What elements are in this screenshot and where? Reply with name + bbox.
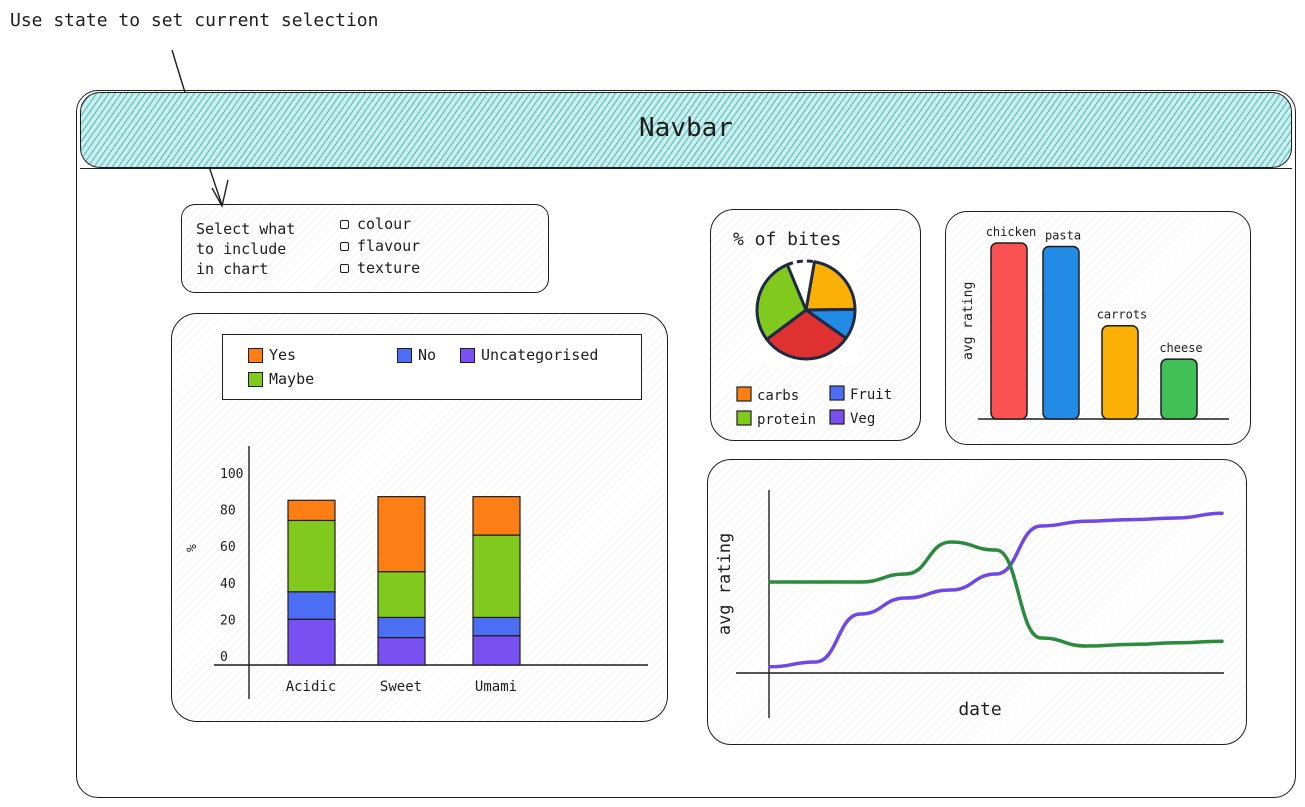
pie-legend-label-protein: protein <box>757 412 816 428</box>
stack-segment-maybe-sweet <box>377 571 426 619</box>
legend-item-no: No <box>397 346 436 364</box>
stack-segment-no-acidic <box>287 591 336 620</box>
bar-label-pasta: pasta <box>1045 229 1081 243</box>
pie-legend-swatch-protein <box>736 410 752 426</box>
line-series-green <box>768 540 1224 648</box>
selector-prompt-line-1: Select what <box>196 220 296 238</box>
option-colour[interactable]: colour <box>340 215 411 233</box>
legend-label-no: No <box>418 346 437 364</box>
pie-chart-panel: % of bites carbs Fruit protein Veg <box>710 209 921 441</box>
legend-label-maybe: Maybe <box>269 370 315 388</box>
y-tick-label: 20 <box>220 613 236 628</box>
bar-label-chicken: chicken <box>986 225 1037 239</box>
legend-swatch-uncategorised <box>460 347 475 363</box>
bar-y-axis-label: avg rating <box>961 282 976 360</box>
legend-item-yes: Yes <box>248 346 296 364</box>
navbar-label: Navbar <box>639 113 733 143</box>
stack-segment-no-sweet <box>377 616 426 639</box>
y-tick-label: 40 <box>220 577 236 592</box>
option-flavour-label: flavour <box>357 237 421 255</box>
x-tick-label-acidic: Acidic <box>286 679 337 695</box>
checkbox-texture[interactable] <box>340 263 349 273</box>
pie-slice-veg <box>765 308 848 361</box>
bar-chart-panel: avg rating chicken pasta carrots cheese <box>945 211 1251 445</box>
checkbox-flavour[interactable] <box>340 241 349 251</box>
stack-segment-uncategorised-umami <box>472 635 521 666</box>
stack-segment-uncategorised-acidic <box>287 618 336 666</box>
bar-chart: avg rating chicken pasta carrots cheese <box>961 225 1229 420</box>
pie-legend-swatch-veg <box>829 409 845 425</box>
pie-legend-swatch-fruit <box>829 385 845 401</box>
option-texture-label: texture <box>357 259 421 277</box>
legend-swatch-maybe <box>248 371 263 387</box>
stack-segment-yes-umami <box>472 496 521 536</box>
y-tick-label: 100 <box>220 467 243 482</box>
legend-swatch-no <box>397 347 412 363</box>
legend-label-uncategorised: Uncategorised <box>481 346 599 364</box>
stack-segment-no-umami <box>472 616 521 637</box>
pie-title: % of bites <box>733 229 841 250</box>
pie-chart: % of bites carbs Fruit protein Veg <box>733 229 892 428</box>
pie-legend-label-carbs: carbs <box>757 388 799 404</box>
y-axis-label: % <box>185 544 200 552</box>
stacked-bar-chart: 0 20 40 60 80 100% Acidic Sweet Umami <box>185 446 648 699</box>
stack-segment-maybe-umami <box>472 534 521 619</box>
line-x-axis-label: date <box>958 699 1001 720</box>
navbar[interactable]: Navbar <box>80 92 1292 168</box>
option-flavour[interactable]: flavour <box>340 237 420 255</box>
legend-swatch-yes <box>248 347 263 363</box>
bar-chicken <box>990 242 1028 420</box>
bar-label-cheese: cheese <box>1159 341 1202 355</box>
pie-unfilled-arc <box>786 259 815 267</box>
pie-slice-protein <box>755 263 808 341</box>
legend-item-maybe: Maybe <box>248 370 314 388</box>
legend-label-yes: Yes <box>269 346 297 364</box>
x-tick-label-umami: Umami <box>475 679 517 695</box>
pie-legend-swatch-carbs <box>736 386 752 402</box>
option-colour-label: colour <box>357 215 412 233</box>
stack-segment-yes-sweet <box>377 496 426 573</box>
chart-selector-panel: Select what to include in chart colour f… <box>181 204 549 293</box>
line-chart-panel: date avg rating <box>707 459 1247 745</box>
checkbox-colour[interactable] <box>340 219 349 229</box>
x-tick-label-sweet: Sweet <box>380 679 422 695</box>
app-frame <box>76 90 1296 798</box>
stacked-bar-chart-panel: Yes No Uncategorised Maybe 0 20 40 60 80 100%… <box>171 313 668 722</box>
bar-cheese <box>1160 358 1198 420</box>
line-chart: date avg rating <box>715 490 1224 720</box>
selector-prompt-line-2: to include <box>196 240 287 258</box>
stack-segment-uncategorised-sweet <box>377 636 426 666</box>
selector-prompt-line-3: in chart <box>196 260 269 278</box>
y-tick-label: 60 <box>220 540 236 555</box>
line-series-purple <box>768 511 1224 669</box>
navbar-divider <box>80 168 1292 169</box>
annotation-note: Use state to set current selection <box>10 10 379 31</box>
stack-segment-yes-acidic <box>287 499 336 522</box>
pie-legend-label-veg: Veg <box>850 411 875 427</box>
option-texture[interactable]: texture <box>340 259 420 277</box>
y-tick-label: 80 <box>220 504 236 519</box>
legend-item-uncategorised: Uncategorised <box>460 346 598 364</box>
stack-segment-maybe-acidic <box>287 519 336 593</box>
pie-slice-carbs <box>804 260 857 312</box>
y-tick-label: 0 <box>220 650 228 665</box>
bar-carrots <box>1101 324 1139 420</box>
bar-pasta <box>1042 245 1080 420</box>
pie-legend-label-fruit: Fruit <box>850 387 892 403</box>
stacked-chart-legend: Yes No Uncategorised Maybe <box>222 334 642 400</box>
bar-label-carrots: carrots <box>1097 308 1148 322</box>
line-y-axis-label: avg rating <box>715 533 735 635</box>
